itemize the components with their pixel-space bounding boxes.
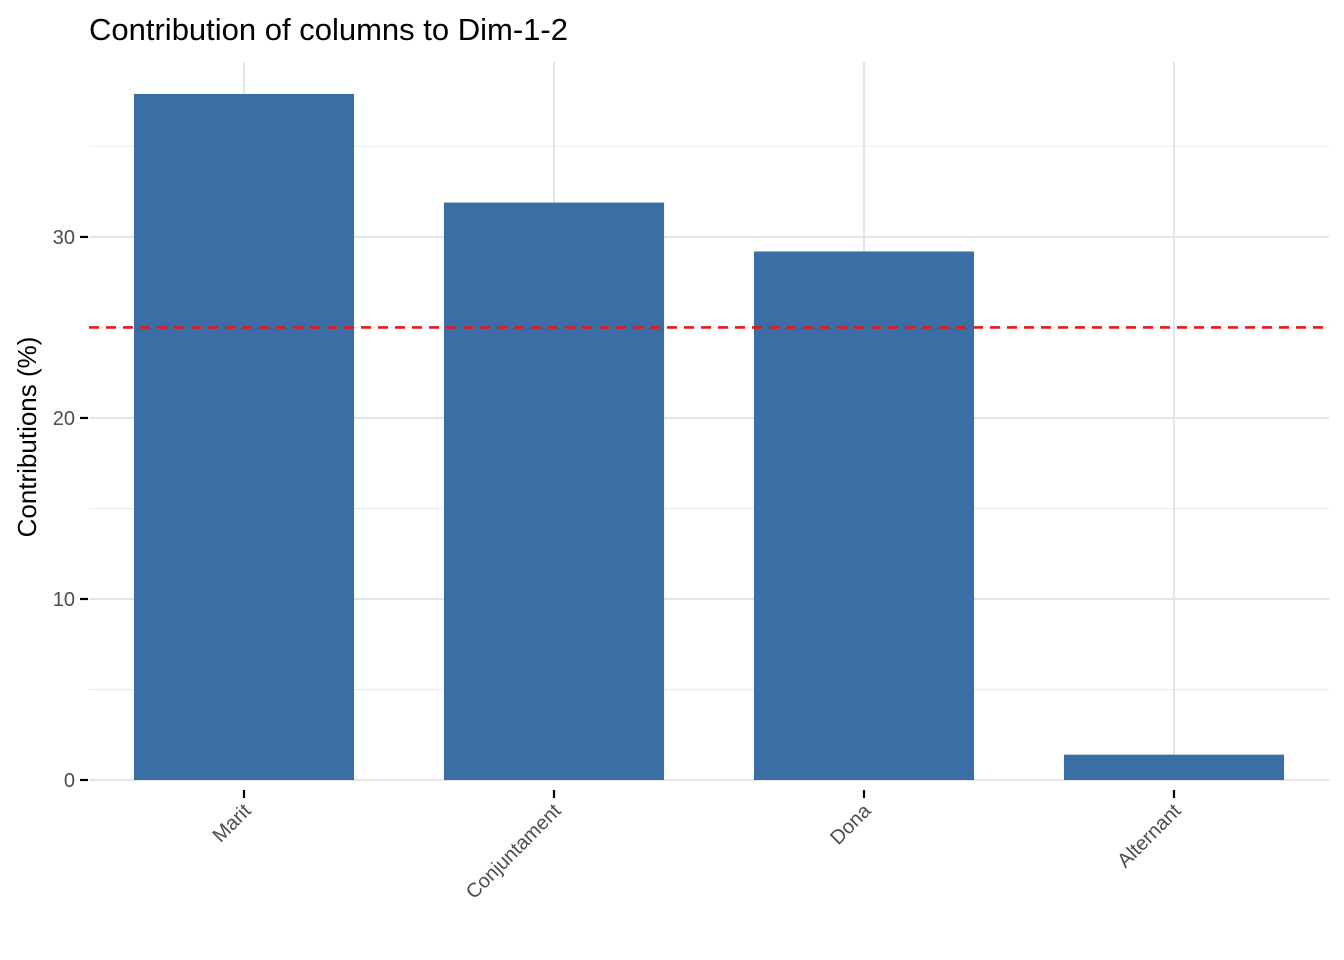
y-tick-label: 10 [53, 589, 75, 611]
y-axis-title: Contributions (%) [12, 337, 42, 538]
chart-title: Contribution of columns to Dim-1-2 [89, 12, 568, 47]
y-tick-label: 0 [64, 770, 75, 792]
bars [133, 93, 1285, 780]
bar-dona [753, 251, 975, 780]
bar-marit [133, 93, 355, 780]
x-tick-label: Dona [826, 799, 876, 849]
bar-alternant [1063, 754, 1285, 780]
bar-conjuntament [443, 202, 665, 780]
y-tick-label: 30 [53, 227, 75, 249]
x-tick-label: Conjuntament [462, 800, 566, 904]
y-tick-label: 20 [53, 408, 75, 430]
x-tick-label: Alternant [1113, 800, 1185, 872]
x-tick-label: Marit [209, 800, 256, 847]
